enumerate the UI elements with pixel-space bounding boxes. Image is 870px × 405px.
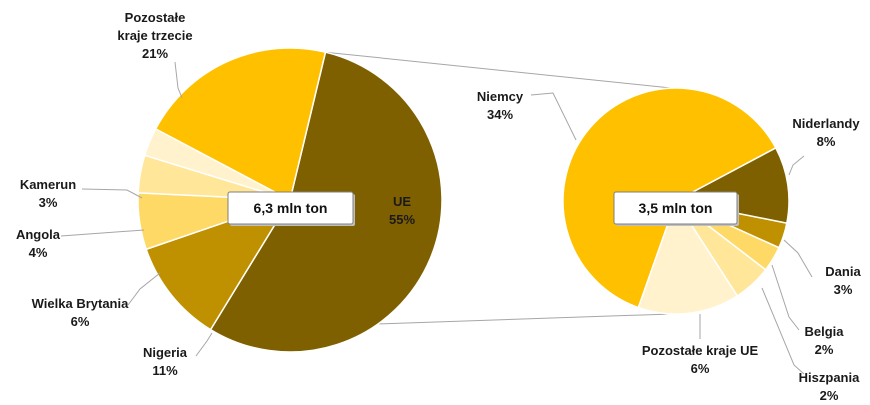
total-labels: 6,3 mln ton 3,5 mln ton bbox=[227, 191, 739, 226]
leader-line-belgia bbox=[771, 264, 800, 331]
slice-label-angola: Angola 4% bbox=[16, 227, 61, 260]
slice-label-niderlandy: Niderlandy 8% bbox=[792, 116, 860, 149]
total-label: 3,5 mln ton bbox=[639, 200, 713, 216]
leader-line-nigeria bbox=[195, 332, 213, 357]
slice-label-pozostale-kraje-trzecie: Pozostałe kraje trzecie 21% bbox=[117, 10, 192, 61]
slice-label-kamerun: Kamerun 3% bbox=[20, 177, 76, 210]
slice-pozostale-kraje-trzecie bbox=[154, 47, 327, 202]
leader-line-hiszpania bbox=[761, 287, 805, 375]
leader-line-dania bbox=[783, 239, 813, 278]
leader-line-pozostale-kraje-trzecie bbox=[174, 61, 183, 99]
connector-line-top bbox=[325, 51, 672, 89]
slice-label-nigeria: Nigeria 11% bbox=[143, 345, 188, 378]
slice-labels: UE 55% Nigeria 11% Wielka Brytania 6% Angola 4%… bbox=[16, 10, 861, 403]
slice-label-niemcy: Niemcy 34% bbox=[477, 89, 524, 122]
total-box bbox=[613, 191, 738, 225]
leader-line-kamerun bbox=[81, 188, 143, 199]
total-label: 6,3 mln ton bbox=[254, 200, 328, 216]
total-box bbox=[227, 191, 354, 225]
leader-lines bbox=[60, 61, 813, 375]
slice-label-belgia: Belgia 2% bbox=[804, 324, 844, 357]
leader-line-niderlandy bbox=[788, 155, 805, 176]
slice-nigeria bbox=[145, 198, 292, 331]
leader-line-wielka-brytania bbox=[127, 272, 161, 306]
slice-label-hiszpania: Hiszpania 2% bbox=[799, 370, 860, 403]
slice-label-dania: Dania 3% bbox=[825, 264, 861, 297]
slice-label-wielka-brytania: Wielka Brytania 6% bbox=[32, 296, 129, 329]
slice-niderlandy bbox=[637, 199, 739, 315]
slice-label-ue: UE 55% bbox=[389, 194, 415, 227]
leader-line-angola bbox=[60, 229, 145, 237]
slice-label-pozostale-kraje-ue: Pozostałe kraje UE 6% bbox=[642, 343, 759, 376]
leader-line-niemcy bbox=[530, 92, 577, 141]
